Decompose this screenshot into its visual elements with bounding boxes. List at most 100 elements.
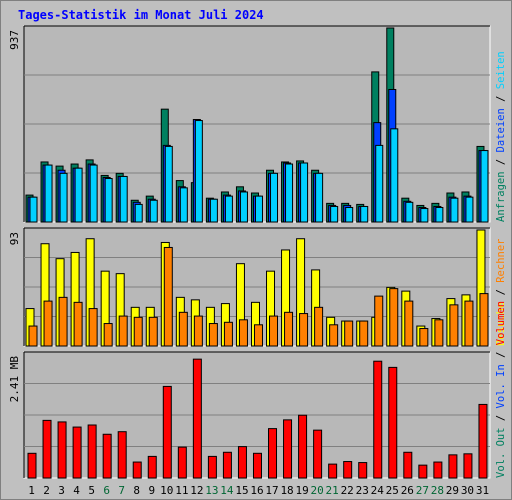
bar-volumen-day-23 bbox=[358, 462, 368, 479]
panel-bottom-ymax-label: 2.41 MB bbox=[8, 356, 21, 403]
x-tick-label-day-29: 29 bbox=[446, 484, 459, 497]
bar-rechner-day-9 bbox=[148, 316, 158, 347]
bar-seiten-day-21 bbox=[330, 205, 339, 223]
bar-rechner-day-17 bbox=[269, 315, 279, 347]
panel-top-series-labels: Anfragen / Dateien / Seiten bbox=[495, 51, 507, 222]
x-tick-label-day-2: 2 bbox=[43, 484, 50, 497]
bar-rechner-day-22 bbox=[344, 320, 354, 347]
x-tick-label-day-22: 22 bbox=[341, 484, 354, 497]
bar-rechner-day-29 bbox=[449, 304, 459, 347]
series-label-besuche: Besuche bbox=[495, 302, 507, 346]
bar-seiten-day-1 bbox=[29, 196, 38, 223]
series-label-rechner: Rechner bbox=[495, 239, 507, 283]
bar-volumen-day-10 bbox=[162, 385, 172, 479]
series-label-seiten: Seiten bbox=[495, 51, 507, 89]
bar-seiten-day-9 bbox=[149, 199, 158, 223]
panel-middle-ymax-label: 93 bbox=[8, 232, 21, 245]
bar-seiten-day-13 bbox=[209, 198, 218, 223]
bar-volumen-day-9 bbox=[147, 455, 157, 479]
chart-title: Tages-Statistik im Monat Juli 2024 bbox=[18, 8, 264, 22]
bar-rechner-day-11 bbox=[178, 311, 188, 347]
bar-seiten-day-20 bbox=[315, 172, 324, 223]
bar-rechner-day-8 bbox=[133, 316, 143, 347]
x-tick-label-day-8: 8 bbox=[133, 484, 140, 497]
bar-rechner-day-25 bbox=[389, 288, 399, 347]
bar-rechner-day-23 bbox=[359, 320, 369, 347]
x-tick-label-day-1: 1 bbox=[28, 484, 35, 497]
bar-rechner-day-12 bbox=[193, 315, 203, 347]
bar-rechner-day-15 bbox=[238, 319, 248, 347]
bar-volumen-day-24 bbox=[373, 360, 383, 479]
series-label-volumen: Volumen bbox=[495, 301, 507, 345]
bar-volumen-day-26 bbox=[403, 451, 413, 479]
bar-rechner-day-26 bbox=[404, 300, 414, 347]
bar-rechner-day-13 bbox=[208, 323, 218, 347]
x-tick-label-day-31: 31 bbox=[476, 484, 489, 497]
bar-seiten-day-17 bbox=[270, 172, 279, 223]
bar-seiten-day-23 bbox=[360, 205, 369, 223]
bar-volumen-day-20 bbox=[313, 429, 323, 479]
bar-seiten-day-5 bbox=[89, 164, 98, 223]
bar-rechner-day-14 bbox=[223, 321, 233, 347]
x-tick-label-day-11: 11 bbox=[175, 484, 188, 497]
bar-rechner-day-7 bbox=[118, 315, 128, 347]
bar-volumen-day-7 bbox=[117, 431, 127, 479]
bar-volumen-day-14 bbox=[222, 451, 232, 479]
bar-volumen-day-16 bbox=[252, 452, 262, 479]
bar-seiten-day-4 bbox=[74, 167, 83, 223]
bar-volumen-day-25 bbox=[388, 366, 398, 479]
bar-seiten-day-6 bbox=[104, 178, 113, 223]
series-label-anfragen: Anfragen bbox=[495, 171, 507, 222]
x-tick-label-day-23: 23 bbox=[356, 484, 369, 497]
bar-volumen-day-22 bbox=[343, 461, 353, 479]
x-tick-label-day-4: 4 bbox=[73, 484, 80, 497]
bar-volumen-day-12 bbox=[192, 358, 202, 479]
label-separator: / bbox=[495, 283, 507, 302]
bar-rechner-day-21 bbox=[329, 324, 339, 347]
x-tick-label-day-24: 24 bbox=[371, 484, 385, 497]
bar-volumen-day-13 bbox=[207, 455, 217, 479]
bar-seiten-day-29 bbox=[450, 197, 459, 223]
x-tick-label-day-9: 9 bbox=[148, 484, 155, 497]
bar-volumen-day-18 bbox=[283, 419, 293, 479]
bar-rechner-day-28 bbox=[434, 319, 444, 347]
x-tick-label-day-10: 10 bbox=[160, 484, 173, 497]
x-tick-label-day-7: 7 bbox=[118, 484, 125, 497]
bar-volumen-day-27 bbox=[418, 464, 428, 479]
x-tick-label-day-27: 27 bbox=[416, 484, 429, 497]
bar-volumen-day-21 bbox=[328, 463, 338, 479]
bar-volumen-day-11 bbox=[177, 446, 187, 479]
bar-seiten-day-22 bbox=[345, 207, 354, 223]
x-tick-label-day-16: 16 bbox=[250, 484, 263, 497]
x-tick-label-day-5: 5 bbox=[88, 484, 95, 497]
bar-seiten-day-12 bbox=[194, 120, 203, 223]
x-tick-label-day-28: 28 bbox=[431, 484, 444, 497]
x-tick-label-day-6: 6 bbox=[103, 484, 110, 497]
bar-seiten-day-24 bbox=[375, 144, 384, 223]
label-separator: / bbox=[495, 345, 507, 364]
bar-volumen-day-4 bbox=[72, 426, 82, 479]
bar-rechner-day-16 bbox=[253, 324, 263, 347]
bar-rechner-day-24 bbox=[374, 295, 384, 347]
bar-seiten-day-31 bbox=[480, 150, 489, 223]
x-tick-label-day-12: 12 bbox=[190, 484, 203, 497]
x-tick-label-day-19: 19 bbox=[295, 484, 308, 497]
series-label-vol_in: Vol. In bbox=[495, 364, 507, 408]
bar-rechner-day-20 bbox=[314, 306, 324, 347]
bar-seiten-day-7 bbox=[119, 175, 128, 223]
x-tick-label-day-26: 26 bbox=[401, 484, 414, 497]
bar-seiten-day-16 bbox=[254, 195, 263, 223]
bar-seiten-day-25 bbox=[390, 128, 399, 223]
bar-volumen-day-19 bbox=[298, 414, 308, 479]
panel-top-ymax-label: 937 bbox=[8, 30, 21, 50]
bar-seiten-day-19 bbox=[300, 162, 309, 223]
bar-rechner-day-4 bbox=[73, 301, 83, 347]
bar-volumen-day-6 bbox=[102, 433, 112, 479]
bar-seiten-day-2 bbox=[44, 164, 53, 223]
bar-volumen-day-29 bbox=[448, 454, 458, 479]
label-separator: / bbox=[495, 408, 507, 427]
x-tick-label-day-14: 14 bbox=[220, 484, 234, 497]
x-tick-label-day-25: 25 bbox=[386, 484, 399, 497]
bar-seiten-day-3 bbox=[59, 172, 68, 223]
